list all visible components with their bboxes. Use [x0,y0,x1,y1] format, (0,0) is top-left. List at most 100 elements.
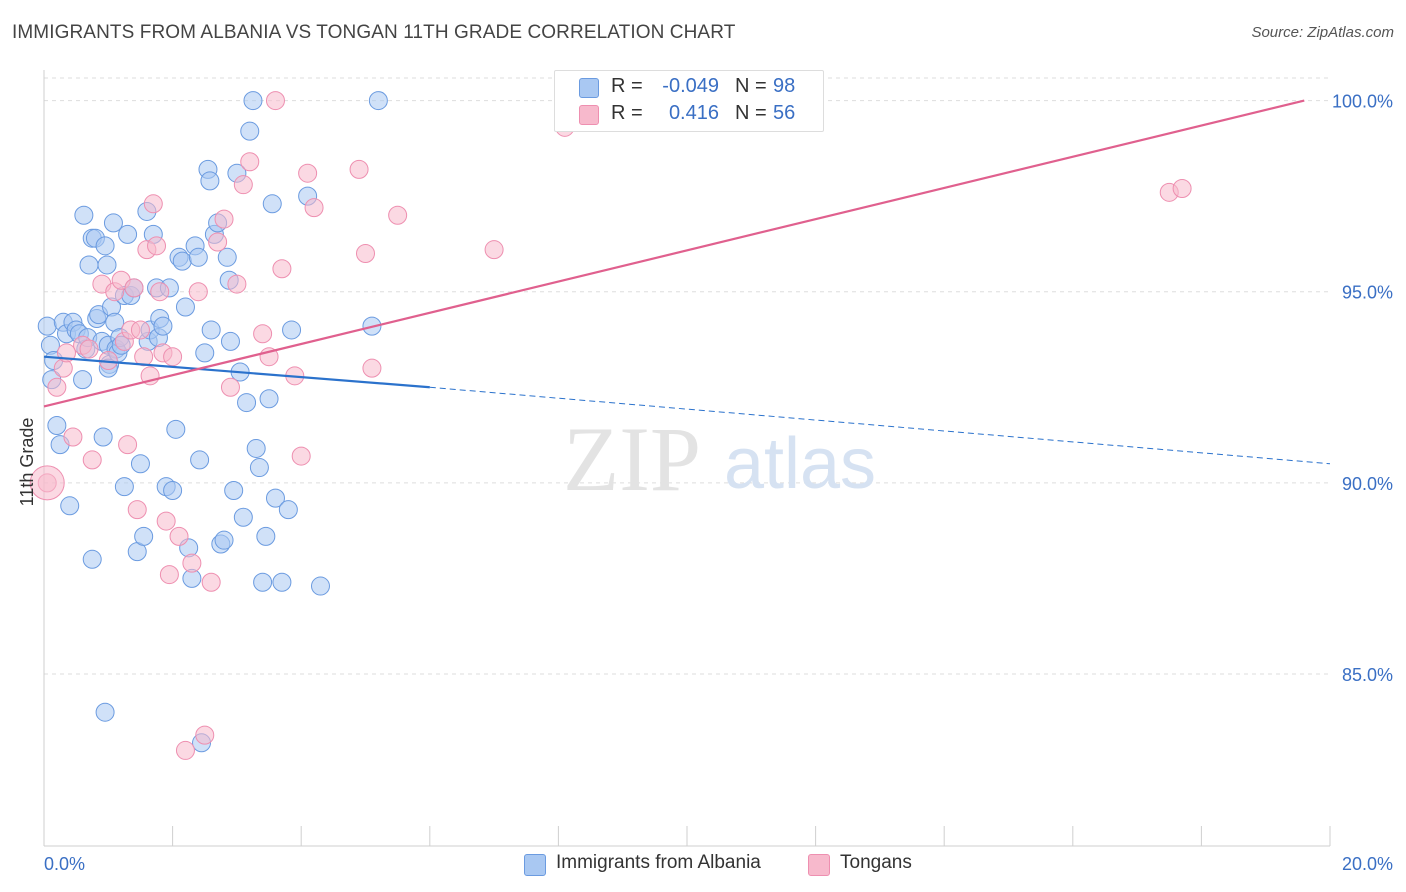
point-albania [249,458,269,478]
point-tongans [388,205,408,225]
tick-labels: 85.0% 90.0% 95.0% 100.0% 0.0% 20.0% [44,92,1393,874]
point-tongans-large [29,465,65,501]
legend-label-albania: Immigrants from Albania [556,852,761,873]
point-tongans [349,159,369,179]
point-albania [243,91,263,111]
legend-swatch-albania [524,854,546,876]
point-albania [95,702,115,722]
watermark-atlas: atlas [724,424,876,504]
y-tick-label: 90.0% [1342,474,1393,494]
trend-line-albania-extrapolated [429,386,1331,465]
point-albania [163,480,183,500]
point-albania [237,393,257,413]
point-tongans [127,500,147,520]
point-tongans [220,377,240,397]
point-tongans [147,236,167,256]
point-albania [172,251,192,271]
point-tongans [208,232,228,252]
trend-line-albania [43,355,430,389]
point-tongans [63,427,83,447]
point-albania [188,247,208,267]
point-albania [200,171,220,191]
legend-row-tongans: R = 0.416 N = 56 [555,102,823,128]
r-value: 0.416 [668,102,719,124]
point-tongans [150,282,170,302]
point-tongans [130,320,150,340]
legend-row-albania: R = -0.049 N = 98 [555,75,823,101]
series-legend: Immigrants from Albania Tongans [0,852,1406,880]
point-tongans [356,243,375,263]
axes [43,70,1331,847]
y-tick-label: 85.0% [1342,665,1393,685]
point-tongans [163,347,183,367]
point-tongans [159,565,179,585]
y-tick-label: 95.0% [1342,283,1393,303]
point-tongans [227,274,247,294]
watermark: ZIP atlas [563,408,876,510]
point-albania [73,370,93,390]
trend-lines [43,99,1331,465]
point-tongans [253,324,273,344]
point-tongans [201,572,221,592]
point-albania [262,194,282,214]
point-tongans [188,282,208,302]
point-tongans [214,209,234,229]
point-albania [118,224,138,244]
point-albania [40,335,60,355]
point-albania [60,496,80,516]
point-albania [224,480,244,500]
legend-swatch-tongans [808,854,830,876]
point-tongans [124,278,144,298]
point-albania [220,331,240,351]
source-label: Source: ZipAtlas.com [1251,24,1394,41]
point-albania [74,205,94,225]
point-tongans [240,152,260,172]
point-albania [93,427,113,447]
x-tick-label: 0.0% [44,854,85,874]
point-albania [256,526,276,546]
point-albania [253,572,273,592]
point-albania [114,477,134,497]
point-albania [217,247,237,267]
point-albania [95,236,115,256]
point-albania [153,316,173,336]
point-albania [47,416,67,436]
correlation-legend: R = -0.049 N = 98 R = 0.416 N = 56 [554,70,824,132]
point-tongans [169,526,189,546]
point-albania [240,121,260,141]
point-tongans [1172,179,1192,199]
trend-line-tongans [43,99,1305,408]
point-tongans [156,511,176,531]
point-albania [259,389,279,409]
watermark-zip: ZIP [563,408,701,510]
point-albania [368,91,388,111]
x-tick-label: 20.0% [1342,854,1393,874]
point-albania [82,549,102,569]
point-albania [310,576,330,596]
r-label: R = [611,102,643,124]
point-albania [134,526,154,546]
y-tick-label: 100.0% [1332,92,1393,112]
point-albania [214,530,234,550]
point-tongans [304,198,324,218]
point-albania [265,488,285,508]
point-albania [103,213,123,233]
point-tongans [298,163,318,183]
point-tongans [265,91,285,111]
point-tongans [291,446,311,466]
n-value: 56 [773,102,796,124]
legend-swatch-albania [579,78,599,98]
point-albania [195,343,215,363]
r-value: -0.049 [662,75,719,97]
point-albania [190,450,210,470]
point-albania [272,572,292,592]
point-tongans [195,725,215,745]
legend-label-tongans: Tongans [840,852,912,873]
y-axis-label: 11th Grade [17,418,37,507]
point-tongans [79,339,99,359]
point-tongans [362,358,382,378]
chart-title: IMMIGRANTS FROM ALBANIA VS TONGAN 11TH G… [12,22,736,43]
point-albania [79,255,99,275]
point-tongans [118,435,138,455]
point-albania [130,454,150,474]
